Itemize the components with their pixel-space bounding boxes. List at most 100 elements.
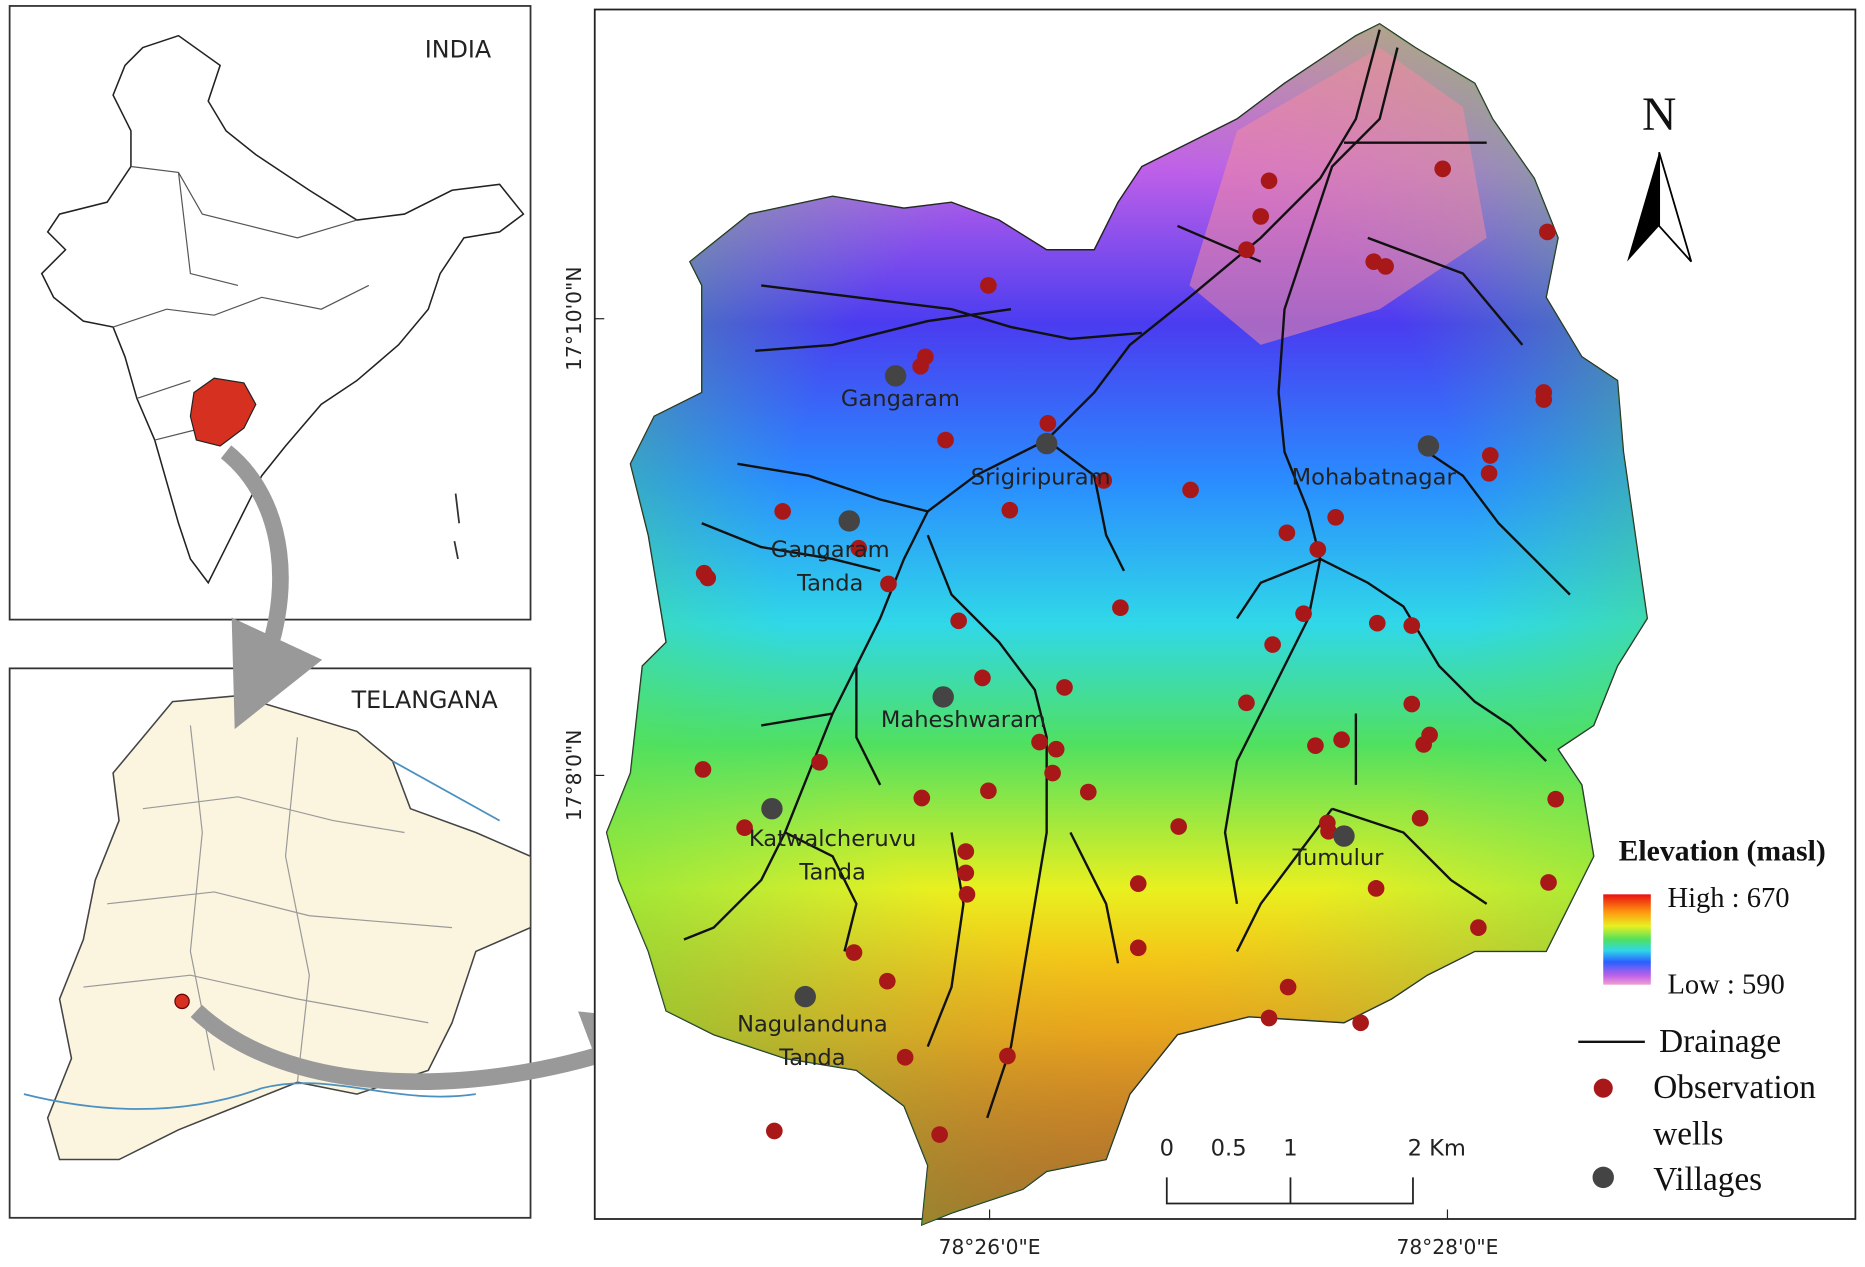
observation-well	[974, 669, 991, 687]
observation-well	[1403, 695, 1421, 713]
arrow	[220, 445, 323, 730]
state-borders	[112, 165, 370, 441]
village-label: Maheshwaram	[881, 707, 1046, 733]
legend-title: Elevation (masl)	[1619, 836, 1826, 868]
high-ridge	[1189, 47, 1487, 345]
observation-well	[1333, 731, 1350, 749]
observation-well	[1480, 465, 1498, 482]
observation-well	[1095, 472, 1113, 489]
observation-well	[1547, 790, 1564, 808]
observation-well	[950, 612, 967, 630]
observation-well	[1129, 875, 1147, 892]
observation-well	[980, 782, 997, 800]
village-marker	[761, 797, 783, 820]
observation-well	[1470, 919, 1487, 936]
village-label: Gangaram	[771, 537, 890, 563]
observation-well	[1264, 636, 1281, 653]
observation-well	[766, 1122, 783, 1140]
village-label: Nagulanduna	[737, 1012, 888, 1038]
observation-well	[845, 944, 863, 961]
legend-wells: Observation	[1653, 1069, 1816, 1106]
observation-well	[1411, 809, 1429, 827]
villages: Gangaram Srigiripuram Mohabatnagar Gangaram…	[737, 365, 1456, 1071]
observation-well	[1377, 258, 1394, 275]
observation-well	[1535, 391, 1553, 408]
legend-village-symbol	[1592, 1166, 1614, 1189]
village-marker	[838, 510, 860, 532]
elevation-shade	[606, 23, 1648, 1225]
islands	[453, 493, 461, 560]
observation-well	[999, 1047, 1016, 1065]
observation-well	[957, 864, 975, 882]
village-label: Katwalcheruvu	[749, 826, 917, 852]
village-label: Mohabatnagar	[1292, 465, 1457, 491]
observation-well	[694, 761, 712, 778]
observation-well	[1047, 740, 1065, 758]
observation-well	[880, 575, 897, 593]
observation-well	[1112, 599, 1129, 617]
village-marker	[1417, 435, 1440, 457]
village-marker	[794, 985, 816, 1008]
observation-well	[1238, 694, 1255, 712]
village-label: Gangaram	[841, 386, 960, 412]
legend-villages: Villages	[1653, 1161, 1762, 1198]
scale-label: 1	[1283, 1135, 1297, 1161]
elevation-ramp	[1603, 894, 1651, 985]
observation-well	[1039, 415, 1057, 432]
observation-well	[1031, 733, 1048, 751]
telangana-outline	[46, 694, 532, 1161]
north-arrow	[1658, 151, 1693, 263]
legend-low: Low : 590	[1667, 970, 1784, 1001]
observation-well	[878, 972, 896, 990]
observation-well	[1129, 939, 1147, 957]
village-label: Tanda	[798, 859, 865, 885]
study-area-dot	[174, 993, 190, 1010]
scale-label: 0.5	[1211, 1135, 1247, 1161]
village-marker	[1333, 825, 1355, 847]
observation-well	[980, 277, 997, 294]
observation-well	[931, 1126, 948, 1143]
observation-well	[1170, 818, 1188, 835]
observation-well	[1320, 822, 1337, 840]
observation-well	[1001, 501, 1019, 519]
village-marker	[932, 686, 954, 708]
inset-title: INDIA	[425, 36, 492, 64]
telangana-highlight	[189, 377, 257, 447]
observation-well	[1182, 481, 1199, 499]
observation-well	[1352, 1014, 1369, 1032]
legend-wells: wells	[1653, 1116, 1723, 1153]
observation-well	[1278, 524, 1296, 542]
observation-well	[736, 819, 753, 837]
observation-well	[958, 886, 976, 903]
observation-well	[1279, 978, 1297, 996]
observation-well	[1421, 726, 1438, 744]
scale-label: 2 Km	[1408, 1135, 1466, 1161]
observation-well	[913, 789, 931, 807]
observation-well	[811, 753, 828, 771]
observation-well	[1056, 679, 1073, 696]
lat-label: 17°10'0"N	[562, 267, 586, 371]
observation-well	[957, 843, 975, 860]
observation-well	[1260, 172, 1278, 190]
observation-well	[1434, 160, 1452, 178]
legend-high: High : 670	[1667, 883, 1789, 914]
observation-well	[1539, 223, 1556, 241]
lon-label: 78°26'0"E	[939, 1235, 1041, 1259]
north-label: N	[1642, 89, 1676, 141]
observation-well	[1238, 241, 1255, 259]
scale-bar	[1165, 1177, 1414, 1205]
observation-well	[1079, 783, 1097, 801]
lat-label: 17°8'0"N	[562, 730, 586, 821]
legend-well-symbol	[1593, 1078, 1613, 1098]
observation-well	[1044, 764, 1061, 782]
scale-label: 0	[1160, 1135, 1174, 1161]
observation-well	[896, 1048, 914, 1066]
observation-well	[1307, 737, 1324, 754]
watershed	[605, 22, 1648, 1227]
lon-label: 78°28'0"E	[1396, 1235, 1498, 1259]
observation-well	[1252, 208, 1270, 225]
observation-well	[1260, 1009, 1278, 1027]
observation-well	[937, 431, 954, 449]
